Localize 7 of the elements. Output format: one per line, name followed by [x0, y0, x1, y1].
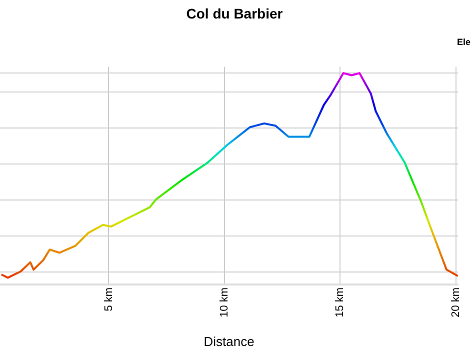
chart-title: Col du Barbier [186, 5, 284, 22]
x-tick-label: 5 km [102, 287, 115, 312]
x-tick-label: 10 km [218, 287, 230, 318]
x-tick-label: 20 km [450, 287, 462, 318]
text: Ele [457, 37, 471, 47]
x-tick-label: 15 km [334, 287, 346, 318]
x-axis-title: Distance [204, 334, 254, 349]
